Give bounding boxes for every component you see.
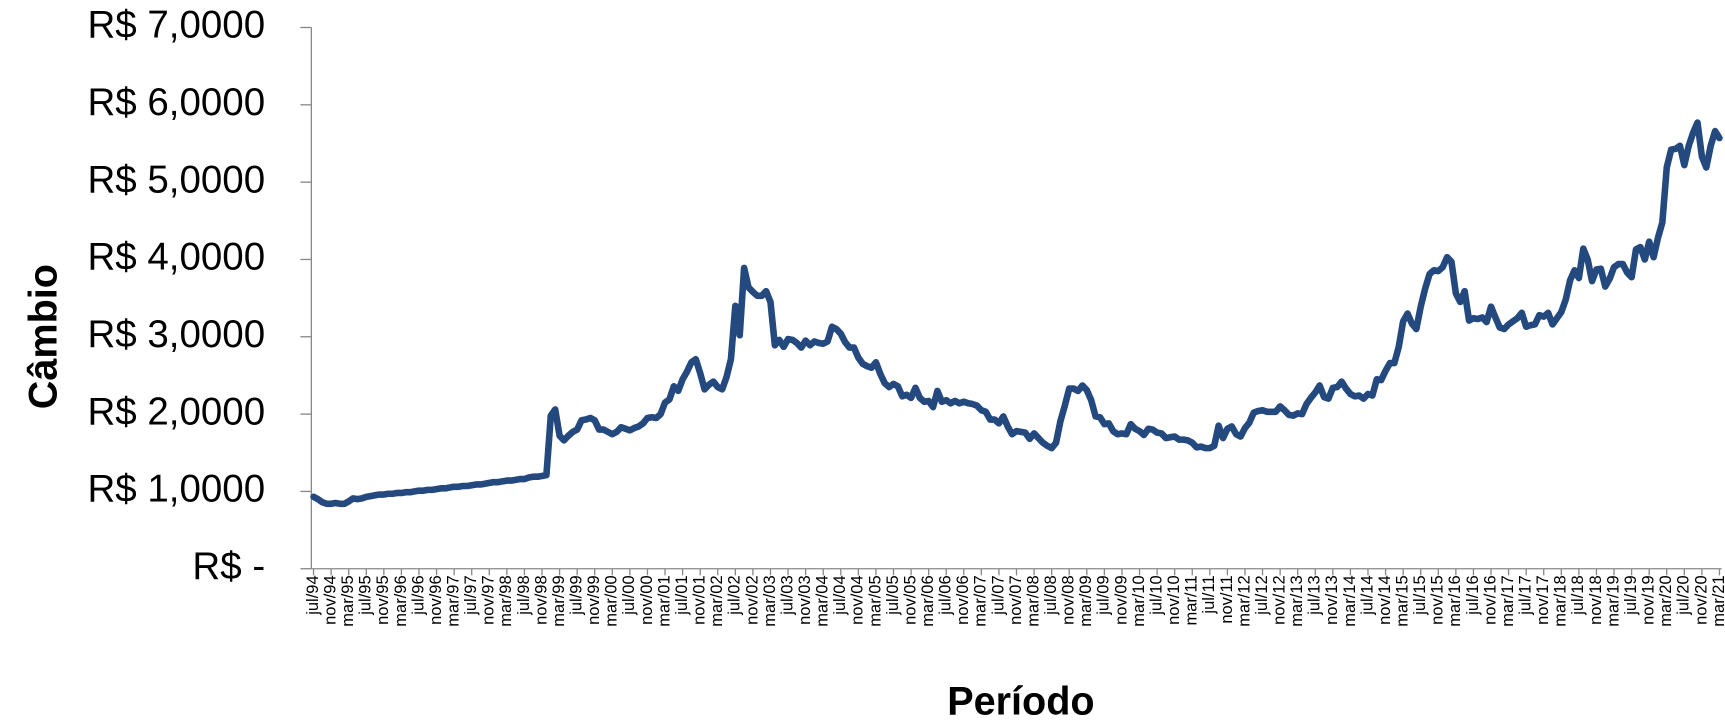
x-tick-label: nov/01 [691, 575, 709, 625]
x-tick-label: mar/21 [1710, 575, 1725, 626]
x-tick-label: jul/15 [1411, 575, 1429, 615]
y-tick-label: R$ 2,0000 [87, 390, 265, 433]
y-tick-label: R$ 7,0000 [87, 4, 265, 47]
x-tick-label: jul/09 [1095, 575, 1113, 615]
x-tick-label: jul/12 [1253, 575, 1271, 615]
x-tick-label: nov/10 [1165, 575, 1183, 625]
x-tick-label: jul/06 [937, 575, 955, 615]
x-tick-label: nov/03 [796, 575, 814, 625]
x-tick-label: mar/97 [445, 575, 463, 626]
x-tick-label: jul/01 [673, 575, 691, 615]
x-tick-label: jul/94 [304, 575, 322, 615]
y-tick-label: R$ 1,0000 [87, 468, 265, 511]
x-tick-label: nov/06 [954, 575, 972, 625]
y-tick-label: R$ 4,0000 [87, 236, 265, 279]
x-tick-label: nov/95 [374, 575, 392, 625]
x-tick-label: mar/17 [1499, 575, 1517, 626]
x-tick-label: jul/18 [1569, 575, 1587, 615]
x-tick-label: jul/10 [1147, 575, 1165, 615]
x-tick-label: mar/14 [1341, 575, 1359, 626]
x-tick-label: jul/99 [568, 575, 586, 615]
x-tick-label: nov/15 [1429, 575, 1447, 625]
x-tick-label: jul/97 [462, 575, 480, 615]
x-tick-label: mar/18 [1552, 575, 1570, 626]
x-tick-label: nov/98 [532, 575, 550, 625]
x-tick-label: mar/03 [761, 575, 779, 626]
x-tick-label: mar/20 [1657, 575, 1675, 626]
x-tick-label: nov/12 [1270, 575, 1288, 625]
line-series [310, 119, 1723, 508]
x-tick-label: jul/00 [620, 575, 638, 615]
x-tick-label: jul/02 [726, 575, 744, 615]
x-tick-label: jul/95 [357, 575, 375, 615]
x-tick-label: nov/14 [1376, 575, 1394, 625]
y-axis-title: Câmbio [22, 264, 66, 409]
x-tick-label: nov/18 [1587, 575, 1605, 625]
x-tick-label: nov/20 [1692, 575, 1710, 625]
x-tick-label: nov/08 [1060, 575, 1078, 625]
x-tick-label: mar/11 [1183, 575, 1201, 625]
y-tick-label: R$ 6,0000 [87, 81, 265, 124]
x-tick-label: mar/19 [1604, 575, 1622, 626]
x-tick-label: nov/17 [1534, 575, 1552, 625]
x-tick-label: mar/15 [1394, 575, 1412, 626]
x-tick-label: jul/16 [1464, 575, 1482, 615]
x-tick-label: nov/04 [849, 575, 867, 625]
x-tick-label: mar/96 [392, 575, 410, 626]
x-tick-label: nov/99 [585, 575, 603, 625]
y-tick-label: R$ - [192, 545, 265, 588]
x-tick-label: nov/11 [1218, 575, 1236, 623]
x-tick-label: nov/05 [901, 575, 919, 625]
x-tick-label: jul/13 [1306, 575, 1324, 615]
x-tick-label: nov/09 [1112, 575, 1130, 625]
x-tick-label: mar/95 [339, 575, 357, 626]
x-tick-label: nov/07 [1007, 575, 1025, 625]
x-tick-label: nov/13 [1323, 575, 1341, 625]
x-tick-label: nov/00 [638, 575, 656, 625]
x-tick-label: jul/03 [778, 575, 796, 615]
x-tick-label: jul/05 [884, 575, 902, 615]
x-tick-label: jul/20 [1675, 575, 1693, 615]
x-tick-label: nov/19 [1640, 575, 1658, 625]
x-tick-label: mar/09 [1077, 575, 1095, 626]
x-tick-label: mar/13 [1288, 575, 1306, 626]
x-tick-label: nov/16 [1481, 575, 1499, 625]
x-tick-label: mar/99 [550, 575, 568, 626]
x-tick-label: mar/12 [1235, 575, 1253, 626]
x-tick-label: mar/01 [655, 575, 673, 626]
x-tick-label: nov/96 [427, 575, 445, 625]
x-tick-label: nov/94 [321, 575, 339, 625]
x-tick-label: jul/14 [1358, 575, 1376, 615]
x-tick-label: mar/16 [1446, 575, 1464, 626]
x-tick-label: mar/08 [1024, 575, 1042, 626]
x-tick-label: jul/17 [1517, 575, 1535, 615]
x-tick-label: jul/04 [831, 575, 849, 615]
x-tick-label: mar/00 [603, 575, 621, 626]
y-tick-label: R$ 3,0000 [87, 313, 265, 356]
x-tick-label: mar/07 [972, 575, 990, 626]
x-tick-label: jul/11 [1200, 575, 1218, 614]
x-tick-label: mar/02 [708, 575, 726, 626]
x-tick-label: jul/96 [409, 575, 427, 615]
x-tick-label: nov/97 [480, 575, 498, 625]
x-tick-label: mar/10 [1130, 575, 1148, 626]
x-tick-label: jul/19 [1622, 575, 1640, 615]
x-tick-label: jul/07 [989, 575, 1007, 615]
x-tick-label: mar/98 [497, 575, 515, 626]
x-tick-label: mar/04 [814, 575, 832, 626]
x-tick-label: mar/06 [919, 575, 937, 626]
x-tick-label: jul/08 [1042, 575, 1060, 615]
x-tick-label: mar/05 [866, 575, 884, 626]
x-tick-label: jul/98 [515, 575, 533, 615]
x-axis-title: Período [947, 680, 1094, 721]
x-tick-label: nov/02 [743, 575, 761, 625]
y-tick-label: R$ 5,0000 [87, 158, 265, 201]
